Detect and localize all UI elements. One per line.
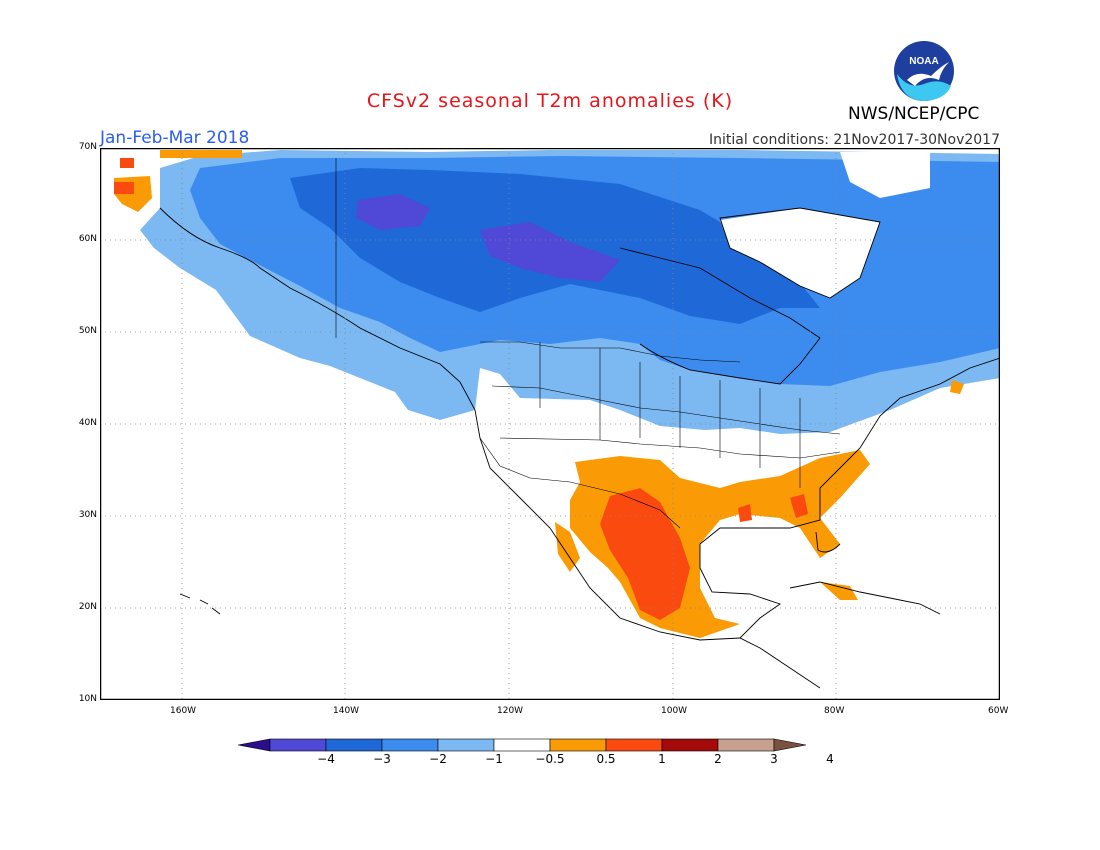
colorbar-label: 1 [658, 752, 666, 766]
colorbar-label: −4 [317, 752, 335, 766]
chart-title: CFSv2 seasonal T2m anomalies (K) [366, 90, 734, 112]
colorbar-label: −2 [429, 752, 447, 766]
anomaly-region-orange-ne [950, 380, 964, 394]
anomaly-region-dark-blue [356, 194, 430, 230]
anomaly-map [100, 148, 1000, 700]
noaa-logo: NOAA [894, 41, 954, 101]
anomaly-region-orange-baja [555, 522, 580, 572]
colorbar-segment [661, 738, 719, 752]
forecast-period: Jan-Feb-Mar 2018 [100, 128, 250, 148]
anomaly-region-orange-topleft [160, 150, 242, 158]
logo-text: NOAA [909, 56, 938, 67]
colorbar-label: −3 [373, 752, 391, 766]
lon-label: 140W [333, 706, 360, 716]
lat-label: 50N [78, 326, 97, 336]
colorbar-label: 2 [714, 752, 722, 766]
colorbar-label: 3 [770, 752, 778, 766]
anomaly-region-red-siberia-2 [114, 182, 134, 194]
colorbar-segment [381, 738, 439, 752]
anomaly-region-red-siberia [120, 158, 134, 168]
colorbar-label: −0.5 [535, 752, 565, 766]
lon-label: 100W [661, 706, 688, 716]
agency-label: NWS/NCEP/CPC [848, 104, 980, 124]
lon-label: 160W [170, 706, 197, 716]
lat-label: 40N [78, 418, 97, 428]
anomaly-region-orange-cuba [820, 582, 858, 600]
anomaly-region-red-3 [790, 494, 808, 518]
colorbar-arrow-low [238, 738, 271, 752]
coastlines [159, 207, 1000, 689]
lon-label: 60W [988, 706, 1009, 716]
lat-label: 10N [78, 694, 97, 704]
colorbar-segment [437, 738, 495, 752]
colorbar-segment [717, 738, 775, 752]
initial-conditions: Initial conditions: 21Nov2017-30Nov2017 [709, 132, 1000, 148]
colorbar-label: 4 [826, 752, 834, 766]
colorbar-segment [605, 738, 663, 752]
colorbar-arrow-high [773, 738, 807, 752]
colorbar [238, 738, 807, 752]
colorbar-segment [325, 738, 383, 752]
colorbar-segment [269, 738, 327, 752]
lat-label: 30N [78, 510, 97, 520]
lat-label: 20N [78, 602, 97, 612]
anomaly-region-red-2 [738, 504, 752, 522]
anomaly-region-red [600, 488, 690, 620]
lat-label: 60N [78, 234, 97, 244]
graticule [100, 148, 1000, 700]
lon-label: 80W [824, 706, 845, 716]
lon-label: 120W [497, 706, 524, 716]
political-borders [335, 158, 841, 529]
anomaly-region-dark-blue-2 [480, 222, 620, 282]
map-frame [100, 148, 1000, 700]
colorbar-label: 0.5 [596, 752, 616, 766]
colorbar-segment [549, 738, 607, 752]
lat-label: 70N [78, 142, 97, 152]
colorbar-label: −1 [485, 752, 503, 766]
colorbar-segment [493, 738, 551, 752]
